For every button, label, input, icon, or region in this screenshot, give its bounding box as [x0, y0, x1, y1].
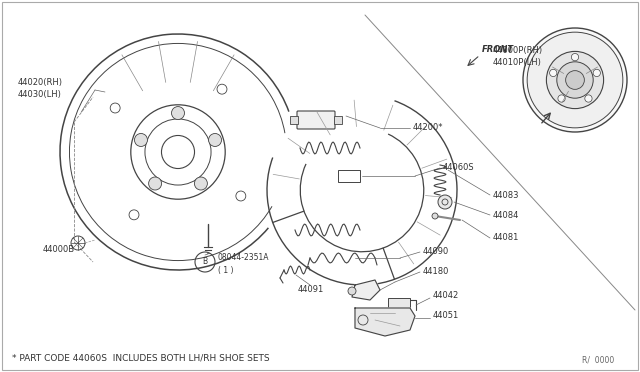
Circle shape: [527, 32, 623, 128]
Text: R/  0000: R/ 0000: [582, 356, 614, 365]
Text: 44000P(RH): 44000P(RH): [493, 45, 543, 55]
Circle shape: [438, 195, 452, 209]
Text: 44081: 44081: [493, 234, 520, 243]
Text: 44060S: 44060S: [443, 164, 475, 173]
Polygon shape: [355, 308, 415, 336]
Text: 44010P(LH): 44010P(LH): [493, 58, 542, 67]
Circle shape: [593, 69, 600, 77]
Bar: [388, 298, 410, 312]
Bar: [334, 116, 342, 124]
Circle shape: [348, 287, 356, 295]
Text: 44051: 44051: [433, 311, 460, 321]
Circle shape: [566, 71, 584, 89]
Text: ( 1 ): ( 1 ): [218, 266, 234, 275]
Text: 44084: 44084: [493, 211, 520, 219]
Text: * PART CODE 44060S  INCLUDES BOTH LH/RH SHOE SETS: * PART CODE 44060S INCLUDES BOTH LH/RH S…: [12, 353, 269, 362]
Text: 08044-2351A: 08044-2351A: [218, 253, 269, 263]
Bar: [338, 170, 360, 182]
Text: B: B: [202, 257, 207, 266]
Text: 44200*: 44200*: [413, 122, 444, 131]
Text: 44030(LH): 44030(LH): [18, 90, 62, 99]
Text: 44000B: 44000B: [43, 246, 75, 254]
Circle shape: [134, 134, 147, 147]
Circle shape: [195, 177, 207, 190]
Circle shape: [585, 95, 592, 102]
Text: 44091: 44091: [298, 285, 324, 295]
Circle shape: [523, 28, 627, 132]
Bar: [290, 116, 298, 124]
Text: 44042: 44042: [433, 292, 460, 301]
Circle shape: [172, 106, 184, 119]
Circle shape: [572, 54, 579, 61]
Circle shape: [432, 213, 438, 219]
Circle shape: [209, 134, 221, 147]
Circle shape: [547, 51, 604, 109]
Circle shape: [148, 177, 162, 190]
Circle shape: [557, 62, 593, 98]
Circle shape: [550, 69, 557, 77]
Circle shape: [558, 95, 565, 102]
Polygon shape: [352, 280, 380, 300]
Text: 44180: 44180: [423, 267, 449, 276]
FancyBboxPatch shape: [297, 111, 335, 129]
Text: 44020(RH): 44020(RH): [18, 78, 63, 87]
Text: 44090: 44090: [423, 247, 449, 257]
Text: FRONT: FRONT: [482, 45, 514, 55]
Text: 44083: 44083: [493, 190, 520, 199]
